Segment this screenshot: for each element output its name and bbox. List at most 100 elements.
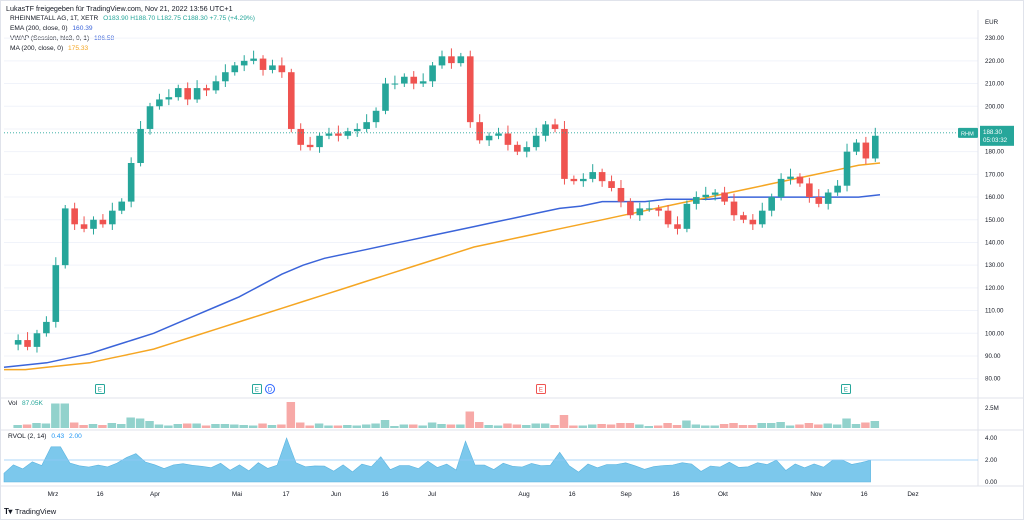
volume-bar — [69, 422, 79, 428]
price-tick-label: 220.00 — [985, 58, 1004, 65]
volume-bar — [98, 425, 107, 428]
volume-bar — [201, 425, 211, 428]
rvol-legend[interactable]: RVOL (2, 14) 0.43 2.00 — [8, 433, 82, 441]
earnings-marker-box — [841, 384, 851, 394]
volume-bar — [418, 425, 427, 428]
candle-body — [702, 194, 710, 198]
volume-legend[interactable]: Vol 87.05K — [8, 400, 43, 408]
candle-body — [316, 135, 323, 148]
volume-bar — [559, 415, 569, 428]
rvol-area — [3, 437, 871, 483]
volume-bar — [616, 423, 625, 428]
tradingview-logo-icon: T▾ — [4, 507, 12, 516]
price-tick-label: 210.00 — [985, 81, 1004, 88]
volume-bar — [597, 424, 606, 428]
price-axis[interactable]: EUR230.00220.00210.00200.00190.00180.001… — [977, 10, 1004, 486]
candle-body — [777, 178, 785, 198]
volume-bar — [324, 425, 333, 428]
volume-bar — [456, 424, 465, 428]
candle-body — [306, 144, 314, 148]
candle-body — [363, 122, 370, 129]
candle-body — [382, 83, 389, 111]
ema-value: 160.39 — [72, 25, 93, 32]
volume-bar — [173, 424, 183, 428]
volume-bar — [126, 417, 135, 428]
volume-bar — [531, 423, 540, 428]
earnings-marker: E — [844, 387, 848, 394]
volume-bar — [371, 423, 380, 428]
candle-body — [259, 58, 267, 70]
volume-bar — [484, 425, 493, 428]
time-tick-label: Aug — [518, 491, 530, 498]
volume-bar — [343, 425, 352, 428]
volume-bar — [606, 424, 616, 428]
candle-body — [523, 147, 531, 152]
symbol-tag-box — [958, 127, 978, 138]
candle-body — [542, 124, 549, 136]
time-tick-label: 16 — [672, 491, 680, 498]
candle-body — [806, 183, 813, 198]
time-tick-label: Sep — [620, 491, 632, 498]
candle-body — [269, 65, 276, 70]
candle-body — [551, 124, 559, 129]
time-tick-label: Jun — [331, 491, 342, 498]
ohlc-values: O183.90 H188.70 L182.75 C188.30 +7.75 (+… — [103, 15, 255, 22]
volume-bar — [682, 420, 691, 428]
time-tick-label: Okt — [718, 491, 728, 498]
volume-bar — [145, 421, 154, 428]
volume-bar — [352, 425, 361, 428]
candle-body — [250, 58, 257, 61]
volume-pane: 2.5M — [0, 397, 1024, 428]
volume-bar — [380, 420, 390, 428]
candle-body — [589, 172, 597, 179]
candle-body — [353, 128, 361, 132]
time-axis[interactable]: Mrz 16 Apr Mai 17 Jun 16 Jul Aug 16 Sep 16 Okt Nov 16 D… — [48, 491, 919, 498]
attribution-text: LukasTF freigegeben für TradingView.com,… — [6, 4, 233, 13]
dividend-marker: D — [268, 387, 273, 394]
volume-bar — [239, 425, 248, 428]
volume-bar — [211, 424, 220, 428]
candle-body — [438, 56, 446, 66]
candle-body — [740, 215, 747, 220]
volume-bar — [522, 425, 531, 428]
volume-bar — [785, 425, 795, 428]
volume-bar — [79, 425, 88, 428]
ma-legend[interactable]: MA (200, close, 0) 175.33 — [10, 45, 88, 53]
countdown-label: 05:03:32 — [983, 137, 1008, 144]
candle-body — [862, 142, 870, 159]
volume-bar — [653, 425, 663, 428]
ma-line — [4, 162, 881, 371]
price-tick-label: 200.00 — [985, 103, 1004, 110]
candle-body — [448, 56, 455, 64]
candle-body — [401, 76, 408, 84]
tradingview-logo[interactable]: T▾ TradingView — [4, 507, 56, 516]
volume-bar — [823, 423, 832, 428]
candle-body — [749, 219, 757, 225]
volume-value: 87.05K — [22, 400, 43, 407]
ma-label: MA (200, close, 0) — [10, 45, 64, 52]
candle-body — [193, 88, 201, 100]
volume-bar — [550, 425, 559, 428]
candle-body — [33, 333, 41, 347]
volume-bar — [832, 424, 842, 428]
volume-bar — [663, 423, 672, 428]
candle-body — [127, 163, 135, 202]
symbol-name[interactable]: RHEINMETALL AG, 1T, XETR — [10, 15, 99, 22]
candle-body — [24, 340, 31, 347]
ema-legend[interactable]: EMA (200, close, 0) 160.39 — [10, 25, 93, 33]
tradingview-logo-text: TradingView — [14, 507, 57, 516]
volume-bar — [503, 423, 512, 428]
ma-value: 175.33 — [67, 45, 89, 52]
candle-body — [815, 197, 823, 204]
price-tick-label: 230.00 — [985, 35, 1004, 42]
volume-bar — [814, 424, 823, 428]
volume-bar — [578, 425, 588, 428]
grid-lines — [4, 37, 978, 380]
volume-bar — [333, 425, 343, 428]
rvol-axis-tick: 2.00 — [985, 457, 998, 464]
candle-body — [871, 135, 879, 159]
volume-bar — [635, 424, 644, 428]
